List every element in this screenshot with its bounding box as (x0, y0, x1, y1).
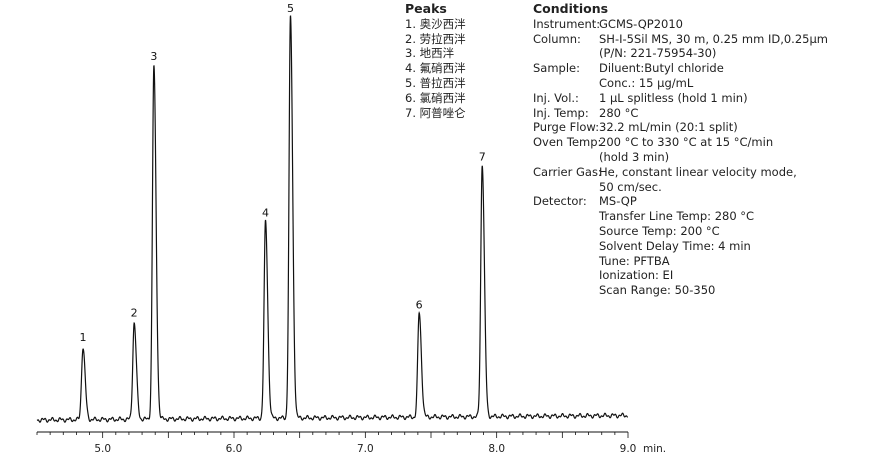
peak-label-4: 4 (262, 206, 269, 219)
condition-label: Column: (533, 31, 581, 46)
condition-row: Scan Range: 50-350 (533, 283, 883, 298)
condition-label: Instrument: (533, 16, 601, 31)
condition-row: Detector: MS-QP (533, 194, 883, 209)
peaks-list: 1. 奥沙西泮 2. 劳拉西泮 3. 地西泮 4. 氟硝西泮 5. 普拉西泮 6. 氯硝西… (405, 17, 466, 121)
x-tick-label: 9.0 (620, 443, 637, 455)
condition-value: Tune: PFTBA (599, 253, 670, 268)
condition-label (533, 283, 599, 298)
condition-value: (hold 3 min) (599, 149, 670, 164)
peak-list-item: 2. 劳拉西泮 (405, 31, 466, 46)
peak-label-6: 6 (416, 299, 423, 312)
peak-list-item: 4. 氟硝西泮 (405, 61, 466, 76)
condition-label (533, 268, 599, 283)
condition-value: GCMS-QP2010 (599, 16, 683, 31)
condition-row: (P/N: 221-75954-30) (533, 46, 883, 61)
condition-row: Inj. Vol.: 1 μL splitless (hold 1 min) (533, 91, 883, 106)
x-axis: 5.0 6.0 7.0 8.0 9.0 (36, 431, 637, 455)
condition-label: Purge Flow: (533, 120, 600, 135)
chromatogram-trace (36, 15, 628, 423)
condition-row: Source Temp: 200 °C (533, 224, 883, 239)
condition-value: 50 cm/sec. (599, 179, 662, 194)
peak-list-item: 3. 地西泮 (405, 46, 455, 61)
condition-row: Purge Flow: 32.2 mL/min (20:1 split) (533, 120, 883, 135)
condition-label: Oven Temp: (533, 135, 602, 150)
condition-row: (hold 3 min) (533, 150, 883, 165)
condition-label (533, 239, 599, 254)
condition-value: Diluent:Butyl chloride (599, 61, 724, 76)
peak-label-1: 1 (79, 331, 86, 344)
condition-row: 50 cm/sec. (533, 180, 883, 195)
condition-row: Ionization: EI (533, 268, 883, 283)
condition-label (533, 46, 599, 61)
condition-value: SH-I-5Sil MS, 30 m, 0.25 mm ID,0.25μm (599, 31, 828, 46)
peak-list-item: 1. 奥沙西泮 (405, 16, 466, 31)
x-axis-unit-label: min. (643, 443, 666, 455)
x-tick-label: 7.0 (357, 443, 374, 455)
condition-row: Column: SH-I-5Sil MS, 30 m, 0.25 mm ID,0.… (533, 32, 883, 47)
condition-label: Inj. Vol.: (533, 90, 579, 105)
peak-list-item: 6. 氯硝西泮 (405, 90, 466, 105)
condition-label (533, 254, 599, 269)
conditions-title: Conditions (533, 1, 609, 16)
condition-value: 280 °C (599, 105, 639, 120)
condition-value: (P/N: 221-75954-30) (599, 46, 717, 61)
condition-value: 32.2 mL/min (20:1 split) (599, 120, 738, 135)
condition-label: Inj. Temp: (533, 105, 589, 120)
condition-value: 1 μL splitless (hold 1 min) (599, 90, 748, 105)
condition-row: Carrier Gas: He, constant linear velocity… (533, 165, 883, 180)
x-tick-label: 5.0 (94, 443, 111, 455)
condition-value: Source Temp: 200 °C (599, 223, 720, 238)
condition-value: Solvent Delay Time: 4 min (599, 238, 751, 253)
condition-value: Transfer Line Temp: 280 °C (599, 209, 755, 224)
peaks-legend: Peaks 1. 奥沙西泮 2. 劳拉西泮 3. 地西泮 4. 氟硝西泮 5. 普拉西泮… (405, 1, 466, 121)
condition-label: Sample: (533, 61, 580, 76)
condition-label (533, 150, 599, 165)
condition-row: Instrument: GCMS-QP2010 (533, 17, 883, 32)
conditions-list: Instrument: GCMS-QP2010 Column: SH-I-5Sil M… (533, 17, 883, 298)
peak-label-7: 7 (479, 150, 486, 163)
condition-label: Detector: (533, 194, 587, 209)
condition-label: Carrier Gas: (533, 164, 602, 179)
condition-value: Ionization: EI (599, 268, 674, 283)
x-tick-label: 8.0 (488, 443, 505, 455)
condition-label (533, 209, 599, 224)
condition-value: 200 °C to 330 °C at 15 °C/min (599, 135, 774, 150)
condition-row: Tune: PFTBA (533, 254, 883, 269)
x-tick-label: 6.0 (226, 443, 243, 455)
peaks-title: Peaks (405, 1, 447, 16)
peak-labels: 1 2 3 4 5 6 7 (79, 2, 485, 344)
condition-value: He, constant linear velocity mode, (599, 164, 797, 179)
condition-row: Solvent Delay Time: 4 min (533, 239, 883, 254)
condition-label (533, 76, 599, 91)
peak-label-3: 3 (150, 50, 157, 63)
condition-value: Conc.: 15 μg/mL (599, 75, 694, 90)
peak-label-5: 5 (287, 2, 294, 15)
condition-row: Sample: Diluent:Butyl chloride (533, 61, 883, 76)
condition-label (533, 224, 599, 239)
peak-label-2: 2 (131, 307, 138, 320)
peak-list-item: 7. 阿普唑仑 (405, 105, 466, 120)
condition-value: Scan Range: 50-350 (599, 283, 716, 298)
condition-row: Oven Temp: 200 °C to 330 °C at 15 °C/min (533, 135, 883, 150)
peak-list-item: 5. 普拉西泮 (405, 75, 466, 90)
condition-row: Inj. Temp: 280 °C (533, 106, 883, 121)
condition-value: MS-QP (599, 194, 637, 209)
condition-row: Transfer Line Temp: 280 °C (533, 209, 883, 224)
conditions-panel: Conditions Instrument: GCMS-QP2010 Column:… (533, 1, 883, 298)
condition-label (533, 180, 599, 195)
condition-row: Conc.: 15 μg/mL (533, 76, 883, 91)
